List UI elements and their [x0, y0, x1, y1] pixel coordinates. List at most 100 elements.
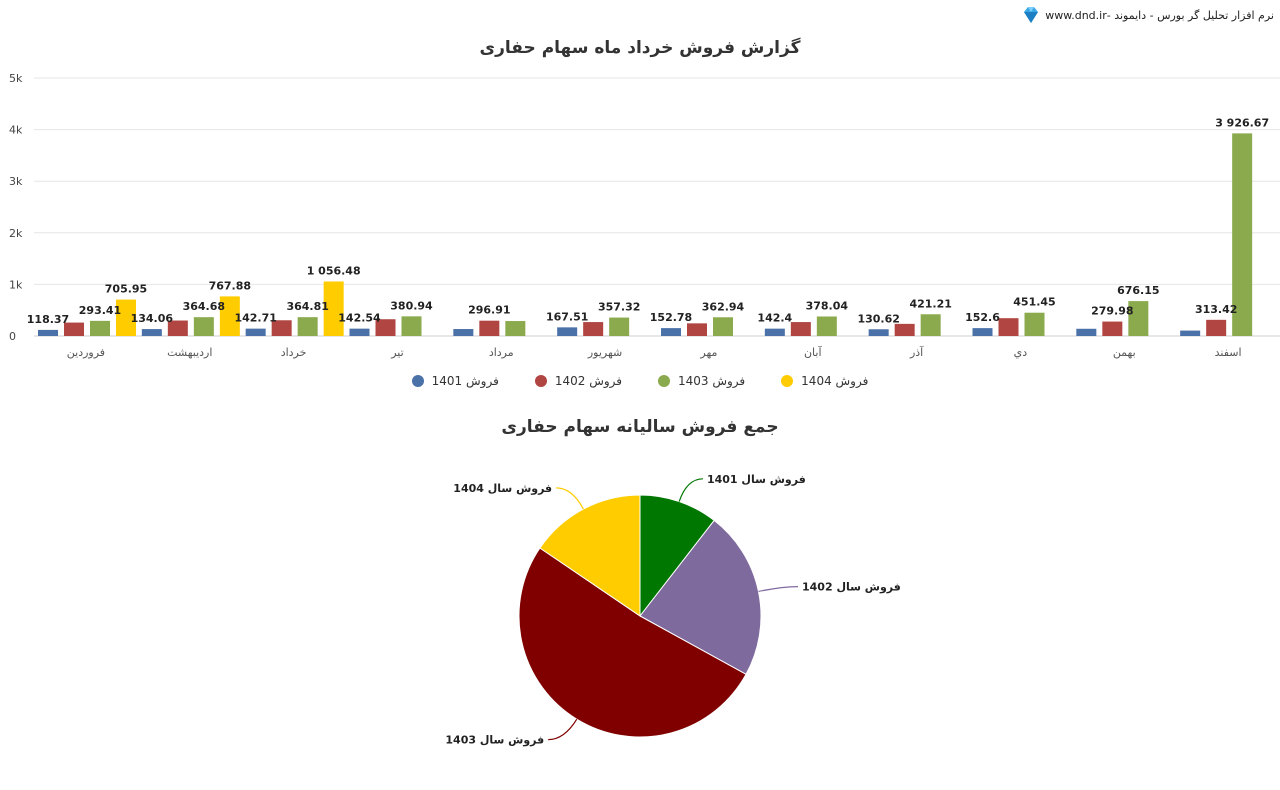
pie-leader-line	[678, 478, 703, 502]
bar-data-label: 364.81	[286, 300, 328, 313]
bar[interactable]	[1180, 330, 1201, 336]
pie-labels: فروش سال 1401 فروش سال 1402 فروش سال 1403 ف…	[445, 473, 900, 747]
legend-item-1401[interactable]: فروش 1401	[411, 374, 499, 388]
bar-data-label: 364.68	[183, 300, 225, 313]
pie-label: فروش سال 1402	[802, 581, 901, 594]
legend-label-1402: فروش 1402	[554, 374, 622, 388]
bar[interactable]	[90, 320, 110, 336]
bar[interactable]	[1102, 321, 1123, 336]
bar[interactable]	[193, 317, 214, 336]
bar[interactable]	[1076, 328, 1097, 336]
pie-leader-line	[548, 718, 578, 741]
bar[interactable]	[219, 296, 240, 336]
bar[interactable]	[38, 329, 58, 336]
bar[interactable]	[64, 322, 84, 336]
bar[interactable]	[557, 327, 578, 336]
bar[interactable]	[687, 323, 707, 336]
bar[interactable]	[764, 328, 785, 336]
x-tick-label: اسفند	[1215, 346, 1242, 359]
legend-dot-1403	[658, 375, 670, 387]
legend-label-1404: فروش 1404	[801, 374, 869, 388]
bar-data-label: 421.21	[909, 297, 951, 310]
bar-grid	[34, 77, 1280, 337]
bar[interactable]	[583, 322, 604, 336]
bar-data-label: 293.41	[79, 304, 121, 317]
x-tick-label: تیر	[390, 346, 403, 359]
bar[interactable]	[116, 299, 136, 336]
bar-data-label: 142.4	[757, 312, 792, 325]
bar-series	[38, 133, 1253, 336]
bar[interactable]	[1206, 319, 1227, 336]
bar-data-label: 767.88	[209, 279, 251, 292]
legend-item-1403[interactable]: فروش 1403	[658, 374, 745, 388]
bar[interactable]	[505, 321, 526, 336]
bar[interactable]	[1128, 301, 1149, 336]
x-tick-label: اردیبهشت	[167, 346, 212, 359]
bar[interactable]	[920, 314, 941, 336]
bar-data-label: 296.91	[468, 304, 510, 317]
bar[interactable]	[609, 317, 630, 336]
bar[interactable]	[998, 318, 1019, 336]
bar-data-label: 357.32	[598, 301, 640, 314]
pie-slice[interactable]	[539, 494, 641, 617]
legend-item-1402[interactable]: فروش 1402	[534, 374, 622, 388]
bar[interactable]	[271, 320, 292, 336]
brand-header: نرم افزار تحلیل گر بورس - دایموند -www.d…	[1021, 4, 1274, 26]
pie-slice[interactable]	[518, 547, 747, 738]
x-tick-label: بهمن	[1113, 346, 1136, 359]
bar[interactable]	[349, 328, 370, 336]
x-tick-label: آذر	[909, 345, 924, 359]
x-tick-label: مرداد	[489, 346, 514, 359]
bar-data-label: 362.94	[702, 300, 745, 313]
legend-dot-1402	[534, 375, 547, 387]
x-tick-label: فروردین	[67, 346, 105, 359]
bar[interactable]	[245, 328, 266, 336]
pie-slice[interactable]	[639, 519, 762, 675]
legend-dot-1401	[411, 375, 424, 387]
x-tick-label: شهریور	[587, 346, 622, 359]
bar[interactable]	[1232, 133, 1253, 336]
bar[interactable]	[972, 328, 993, 336]
bar[interactable]	[894, 323, 915, 336]
bar[interactable]	[323, 281, 344, 336]
bar-data-label: 451.45	[1013, 296, 1055, 309]
bar[interactable]	[453, 329, 474, 336]
bar-data-label: 134.06	[131, 312, 174, 325]
bar[interactable]	[375, 319, 396, 336]
bar-data-label: 167.51	[546, 310, 588, 323]
x-tick-label: دي	[1014, 346, 1028, 359]
y-tick-label: 0	[9, 330, 16, 343]
pie-leader-lines	[548, 478, 798, 741]
bar-data-label: 1 056.48	[307, 264, 361, 277]
bar[interactable]	[141, 329, 162, 336]
bar-data-label: 142.54	[338, 312, 381, 325]
y-tick-label: 4k	[9, 124, 23, 137]
pie-chart-title: جمع فروش سالیانه سهام حفاری	[501, 417, 779, 437]
bar[interactable]	[297, 317, 318, 336]
y-tick-label: 3k	[9, 175, 23, 188]
bar[interactable]	[816, 316, 837, 336]
bar[interactable]	[661, 328, 681, 336]
bar-data-labels: 118.37 293.41 705.95 134.06 364.68 767.88 142.…	[27, 116, 1269, 326]
bar-data-label: 313.42	[1195, 303, 1237, 316]
y-axis-ticks: 0 1k 2k 3k 4k 5k	[9, 72, 23, 343]
legend-dot-1404	[781, 375, 794, 387]
legend-item-1404[interactable]: فروش 1404	[781, 374, 868, 388]
bar-data-label: 118.37	[27, 313, 69, 326]
bar[interactable]	[401, 316, 422, 336]
bar[interactable]	[713, 317, 733, 336]
bar-legend: فروش 1401 فروش 1402 فروش 1403 فروش 1404	[0, 374, 1280, 388]
bar[interactable]	[167, 320, 188, 336]
bar[interactable]	[479, 320, 500, 336]
bar[interactable]	[790, 322, 811, 336]
bar[interactable]	[1024, 312, 1045, 336]
pie-label: فروش سال 1404	[453, 482, 552, 495]
bar[interactable]	[868, 329, 889, 336]
bar-data-label: 380.94	[390, 299, 433, 312]
pie-slice[interactable]	[639, 494, 715, 618]
pie-label: فروش سال 1403	[445, 734, 544, 747]
bar-chart-title: گزارش فروش خرداد ماه سهام حفاری	[479, 38, 801, 58]
bar-data-label: 676.15	[1117, 284, 1159, 297]
pie-leader-line	[556, 487, 584, 510]
pie-label: فروش سال 1401	[707, 473, 806, 486]
